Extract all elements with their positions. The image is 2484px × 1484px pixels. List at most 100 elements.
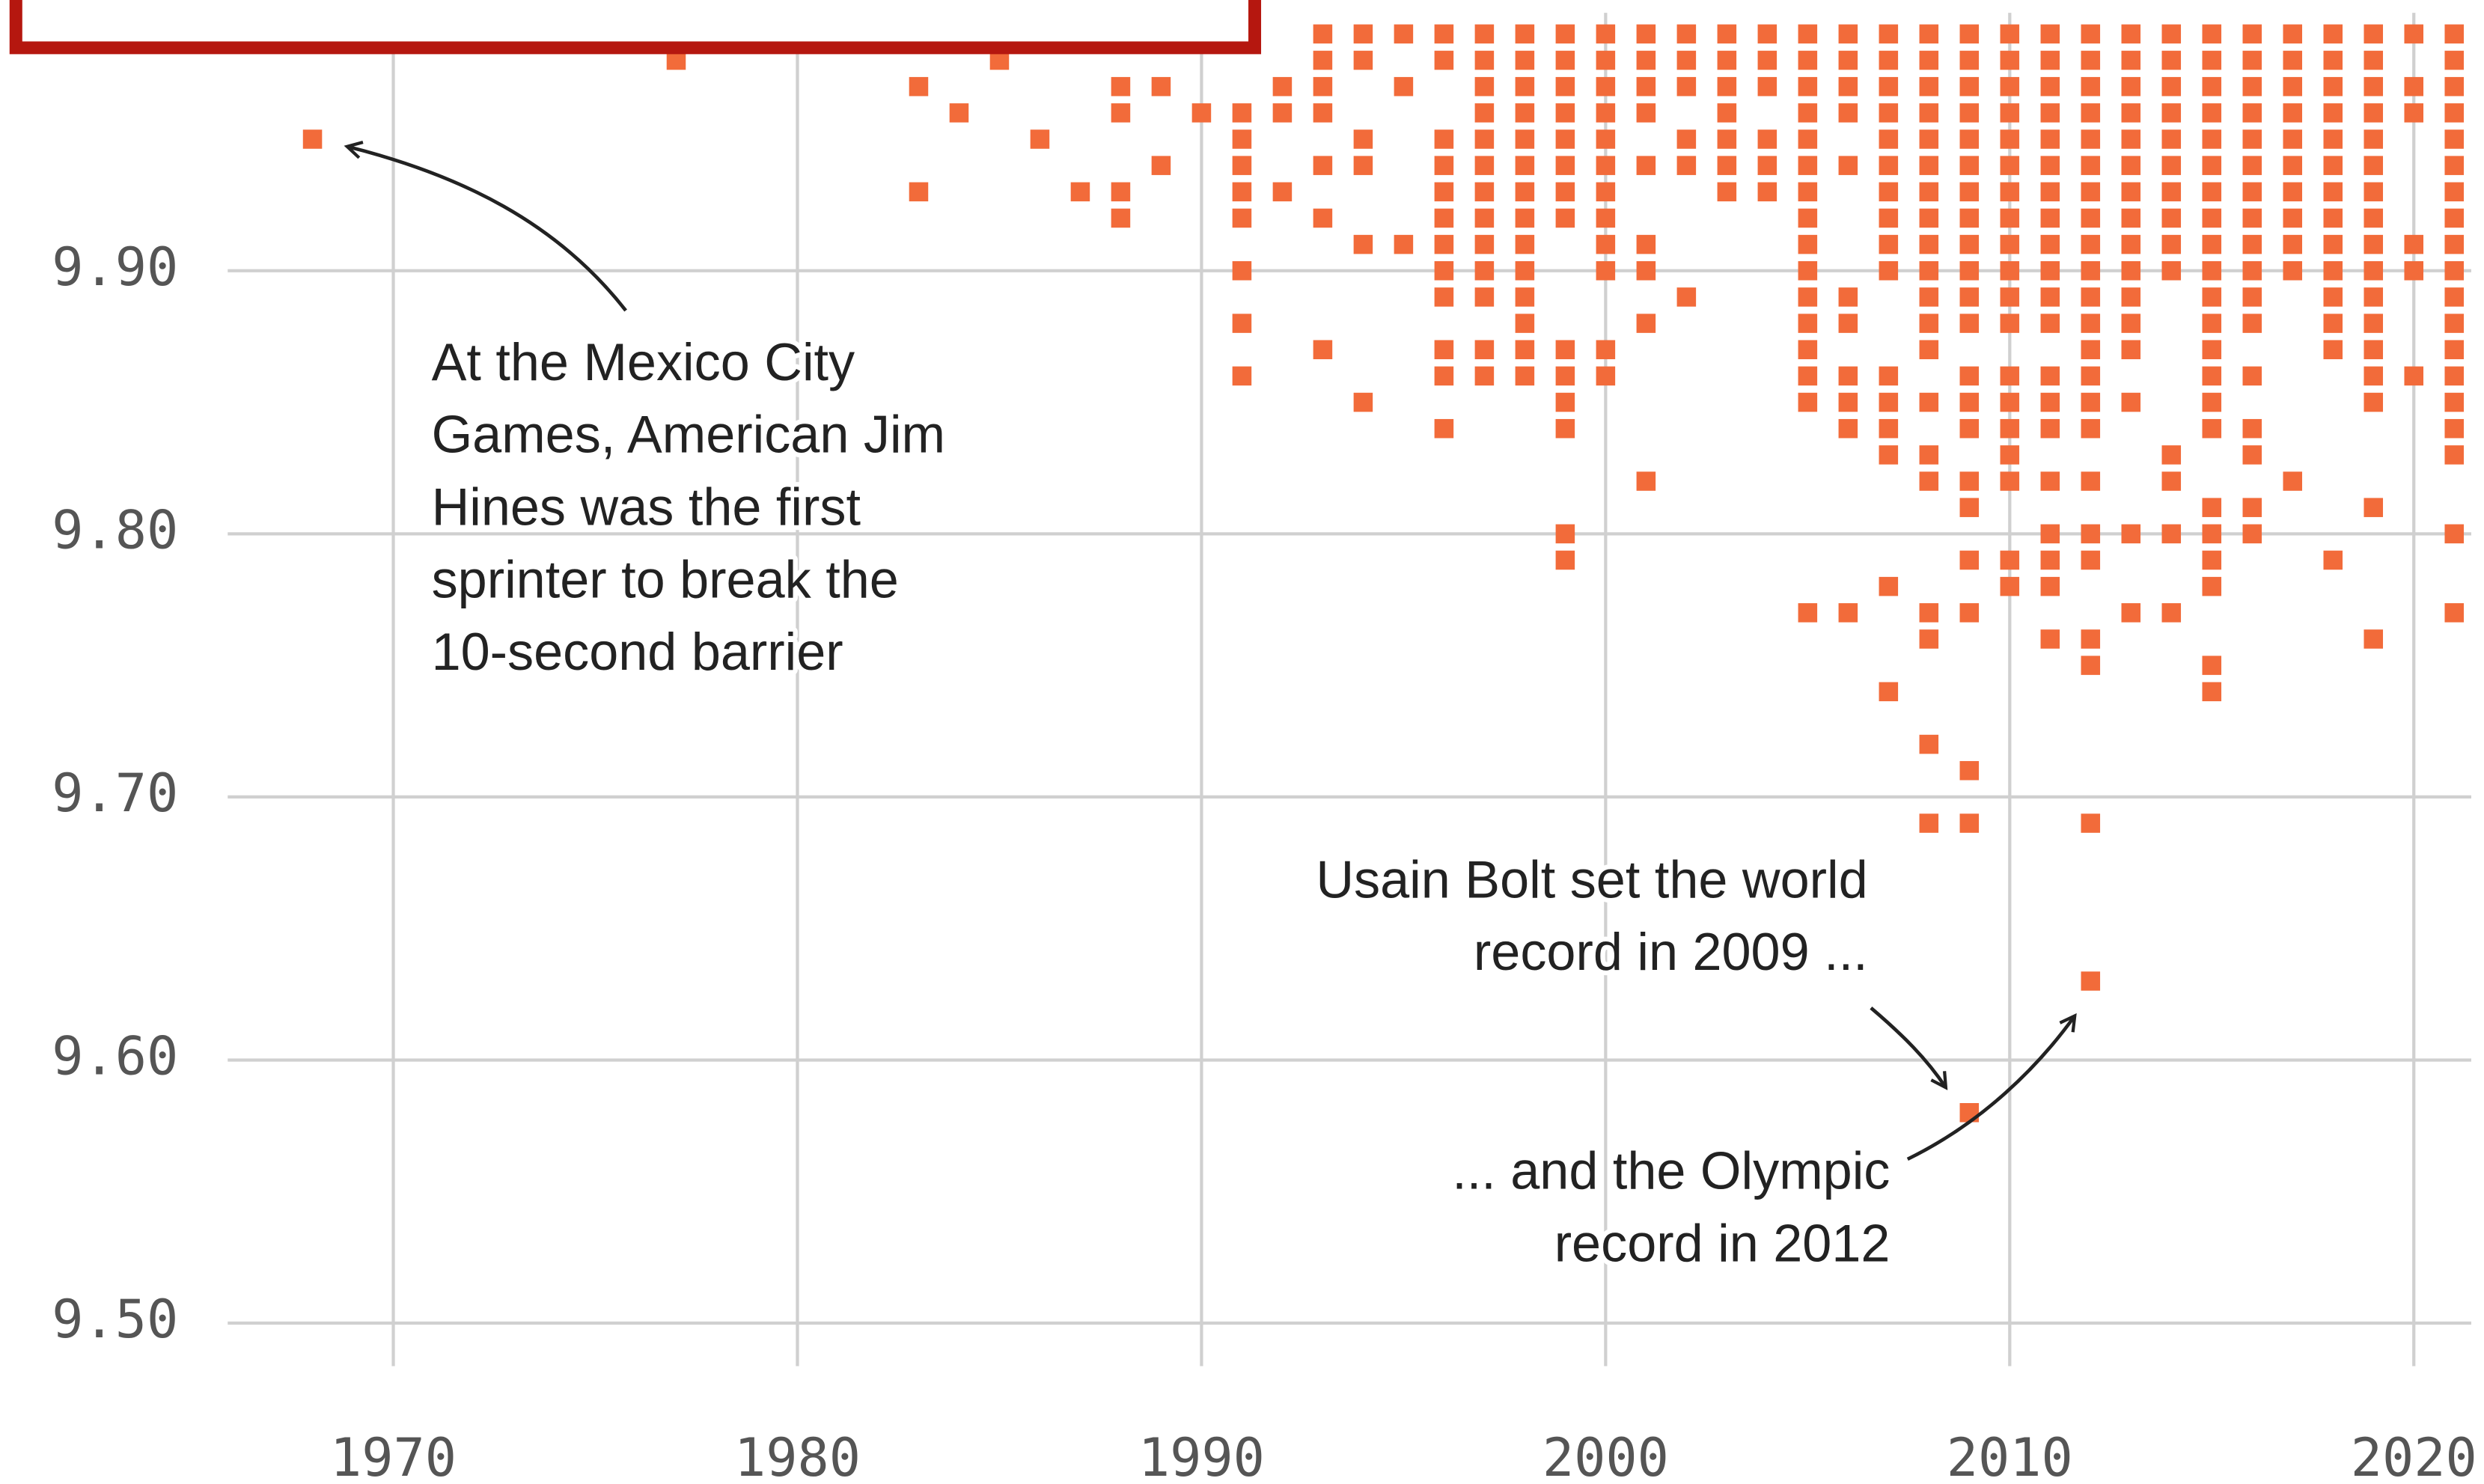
point: [1474, 76, 1495, 97]
point: [1313, 76, 1333, 97]
point: [1959, 50, 1980, 70]
point: [1757, 182, 1777, 202]
point: [1313, 208, 1333, 228]
point: [1111, 76, 1131, 97]
point: [1798, 366, 1818, 386]
annotation-text: record in 2009 ...: [1474, 922, 1868, 981]
point: [302, 129, 323, 149]
point: [2040, 629, 2060, 649]
point: [1232, 182, 1252, 202]
point: [1757, 156, 1777, 175]
point: [2283, 234, 2303, 254]
point: [2202, 156, 2222, 175]
point: [2323, 50, 2343, 70]
point: [1353, 234, 1373, 254]
point: [1555, 524, 1575, 544]
point: [2242, 418, 2262, 439]
point: [2040, 418, 2060, 439]
point: [2444, 208, 2465, 228]
point: [1959, 287, 1980, 307]
point: [1515, 234, 1535, 254]
point: [2040, 103, 2060, 123]
x-tick-label: 2000: [1542, 1427, 1669, 1484]
point: [1676, 76, 1697, 97]
point: [1232, 129, 1252, 149]
point: [2161, 182, 2182, 202]
point: [1959, 418, 1980, 439]
point: [1636, 471, 1656, 491]
point: [1515, 182, 1535, 202]
point: [2202, 656, 2222, 675]
point: [2404, 366, 2424, 386]
point: [2283, 208, 2303, 228]
point: [1879, 156, 1899, 175]
point: [2242, 76, 2262, 97]
point: [1313, 156, 1333, 175]
point: [1353, 156, 1373, 175]
point: [2364, 234, 2384, 254]
point: [1879, 50, 1899, 70]
annotation-arrow: [1906, 1016, 2075, 1161]
annotation-text: ... and the Olympic: [1452, 1141, 1890, 1200]
point: [1434, 129, 1454, 149]
point: [1959, 813, 1980, 833]
point: [2081, 392, 2101, 412]
point: [1434, 287, 1454, 307]
point: [2040, 76, 2060, 97]
point: [1798, 314, 1818, 333]
point: [2444, 129, 2465, 149]
point: [1596, 366, 1616, 386]
point: [2040, 208, 2060, 228]
point: [2323, 550, 2343, 570]
point: [2000, 156, 2020, 175]
point: [2364, 340, 2384, 360]
annotation-arrow: [347, 147, 627, 312]
point: [1676, 129, 1697, 149]
point: [2242, 129, 2262, 149]
point: [2444, 340, 2465, 360]
point: [1636, 261, 1656, 281]
title-box: [9, 0, 1262, 55]
point: [1474, 24, 1495, 44]
point: [1959, 156, 1980, 175]
point: [2161, 103, 2182, 123]
point: [2202, 261, 2222, 281]
point: [2323, 103, 2343, 123]
point: [1959, 182, 1980, 202]
point: [1434, 261, 1454, 281]
point: [2000, 261, 2020, 281]
x-tick-label: 2010: [1947, 1427, 2073, 1484]
point: [1474, 129, 1495, 149]
point: [1959, 103, 1980, 123]
point: [1555, 156, 1575, 175]
point: [2444, 76, 2465, 97]
point: [1232, 208, 1252, 228]
point: [2283, 129, 2303, 149]
point: [2081, 524, 2101, 544]
point: [2364, 629, 2384, 649]
point: [1879, 76, 1899, 97]
point: [2444, 182, 2465, 202]
x-tick-label: 1990: [1138, 1427, 1265, 1484]
point: [2444, 418, 2465, 439]
point: [1919, 182, 1939, 202]
point: [1879, 576, 1899, 596]
point: [1434, 366, 1454, 386]
point: [1959, 498, 1980, 517]
point: [1959, 392, 1980, 412]
point: [1838, 314, 1858, 333]
point: [2242, 524, 2262, 544]
point: [1555, 208, 1575, 228]
point: [2081, 366, 2101, 386]
point: [1515, 314, 1535, 333]
point: [2364, 76, 2384, 97]
point: [2000, 50, 2020, 70]
point: [2000, 24, 2020, 44]
point: [1070, 182, 1090, 202]
point: [2040, 182, 2060, 202]
point: [2202, 208, 2222, 228]
point: [1474, 366, 1495, 386]
point: [2121, 208, 2141, 228]
